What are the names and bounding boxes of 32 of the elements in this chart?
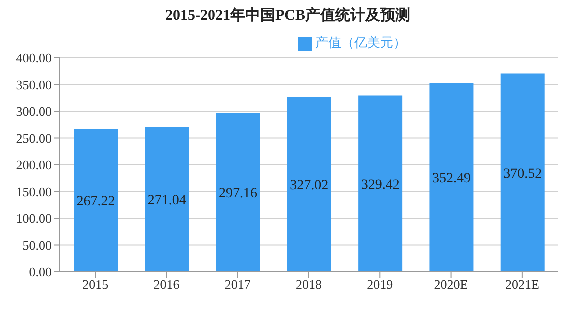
bar bbox=[145, 126, 190, 272]
data-label: 329.42 bbox=[361, 178, 400, 193]
data-label: 370.52 bbox=[504, 166, 542, 182]
x-tick-label: 2017 bbox=[224, 277, 252, 292]
bar bbox=[74, 129, 118, 272]
y-tick-label: 50.00 bbox=[22, 238, 52, 253]
legend-label: 产值（亿美元） bbox=[316, 35, 406, 50]
bar bbox=[500, 74, 545, 272]
chart-title: 2015-2021年中国PCB产值统计及预测 bbox=[164, 6, 412, 25]
y-tick-label: 0.00 bbox=[29, 264, 52, 280]
x-tick-label: 2016 bbox=[154, 277, 180, 292]
data-label: 271.04 bbox=[148, 193, 186, 208]
x-tick-label: 2021E bbox=[505, 277, 540, 292]
bar bbox=[430, 83, 474, 272]
data-label: 267.22 bbox=[76, 194, 116, 210]
data-label: 327.02 bbox=[290, 178, 329, 194]
bar bbox=[287, 97, 332, 272]
bar bbox=[216, 113, 260, 272]
y-tick-label: 200.00 bbox=[16, 158, 52, 173]
y-tick-label: 350.00 bbox=[16, 77, 52, 92]
y-tick-label: 400.00 bbox=[16, 50, 52, 66]
data-label: 352.49 bbox=[432, 172, 471, 187]
bar bbox=[358, 96, 403, 272]
y-tick-label: 250.00 bbox=[16, 130, 52, 146]
y-tick-label: 100.00 bbox=[16, 211, 52, 226]
x-tick-label: 2015 bbox=[82, 277, 109, 292]
x-tick-label: 2020E bbox=[434, 277, 468, 292]
y-tick-label: 150.00 bbox=[16, 184, 52, 200]
y-tick-label: 300.00 bbox=[16, 104, 52, 120]
x-tick-label: 2018 bbox=[296, 277, 322, 292]
data-label: 297.16 bbox=[219, 186, 258, 202]
x-tick-label: 2019 bbox=[367, 277, 394, 292]
